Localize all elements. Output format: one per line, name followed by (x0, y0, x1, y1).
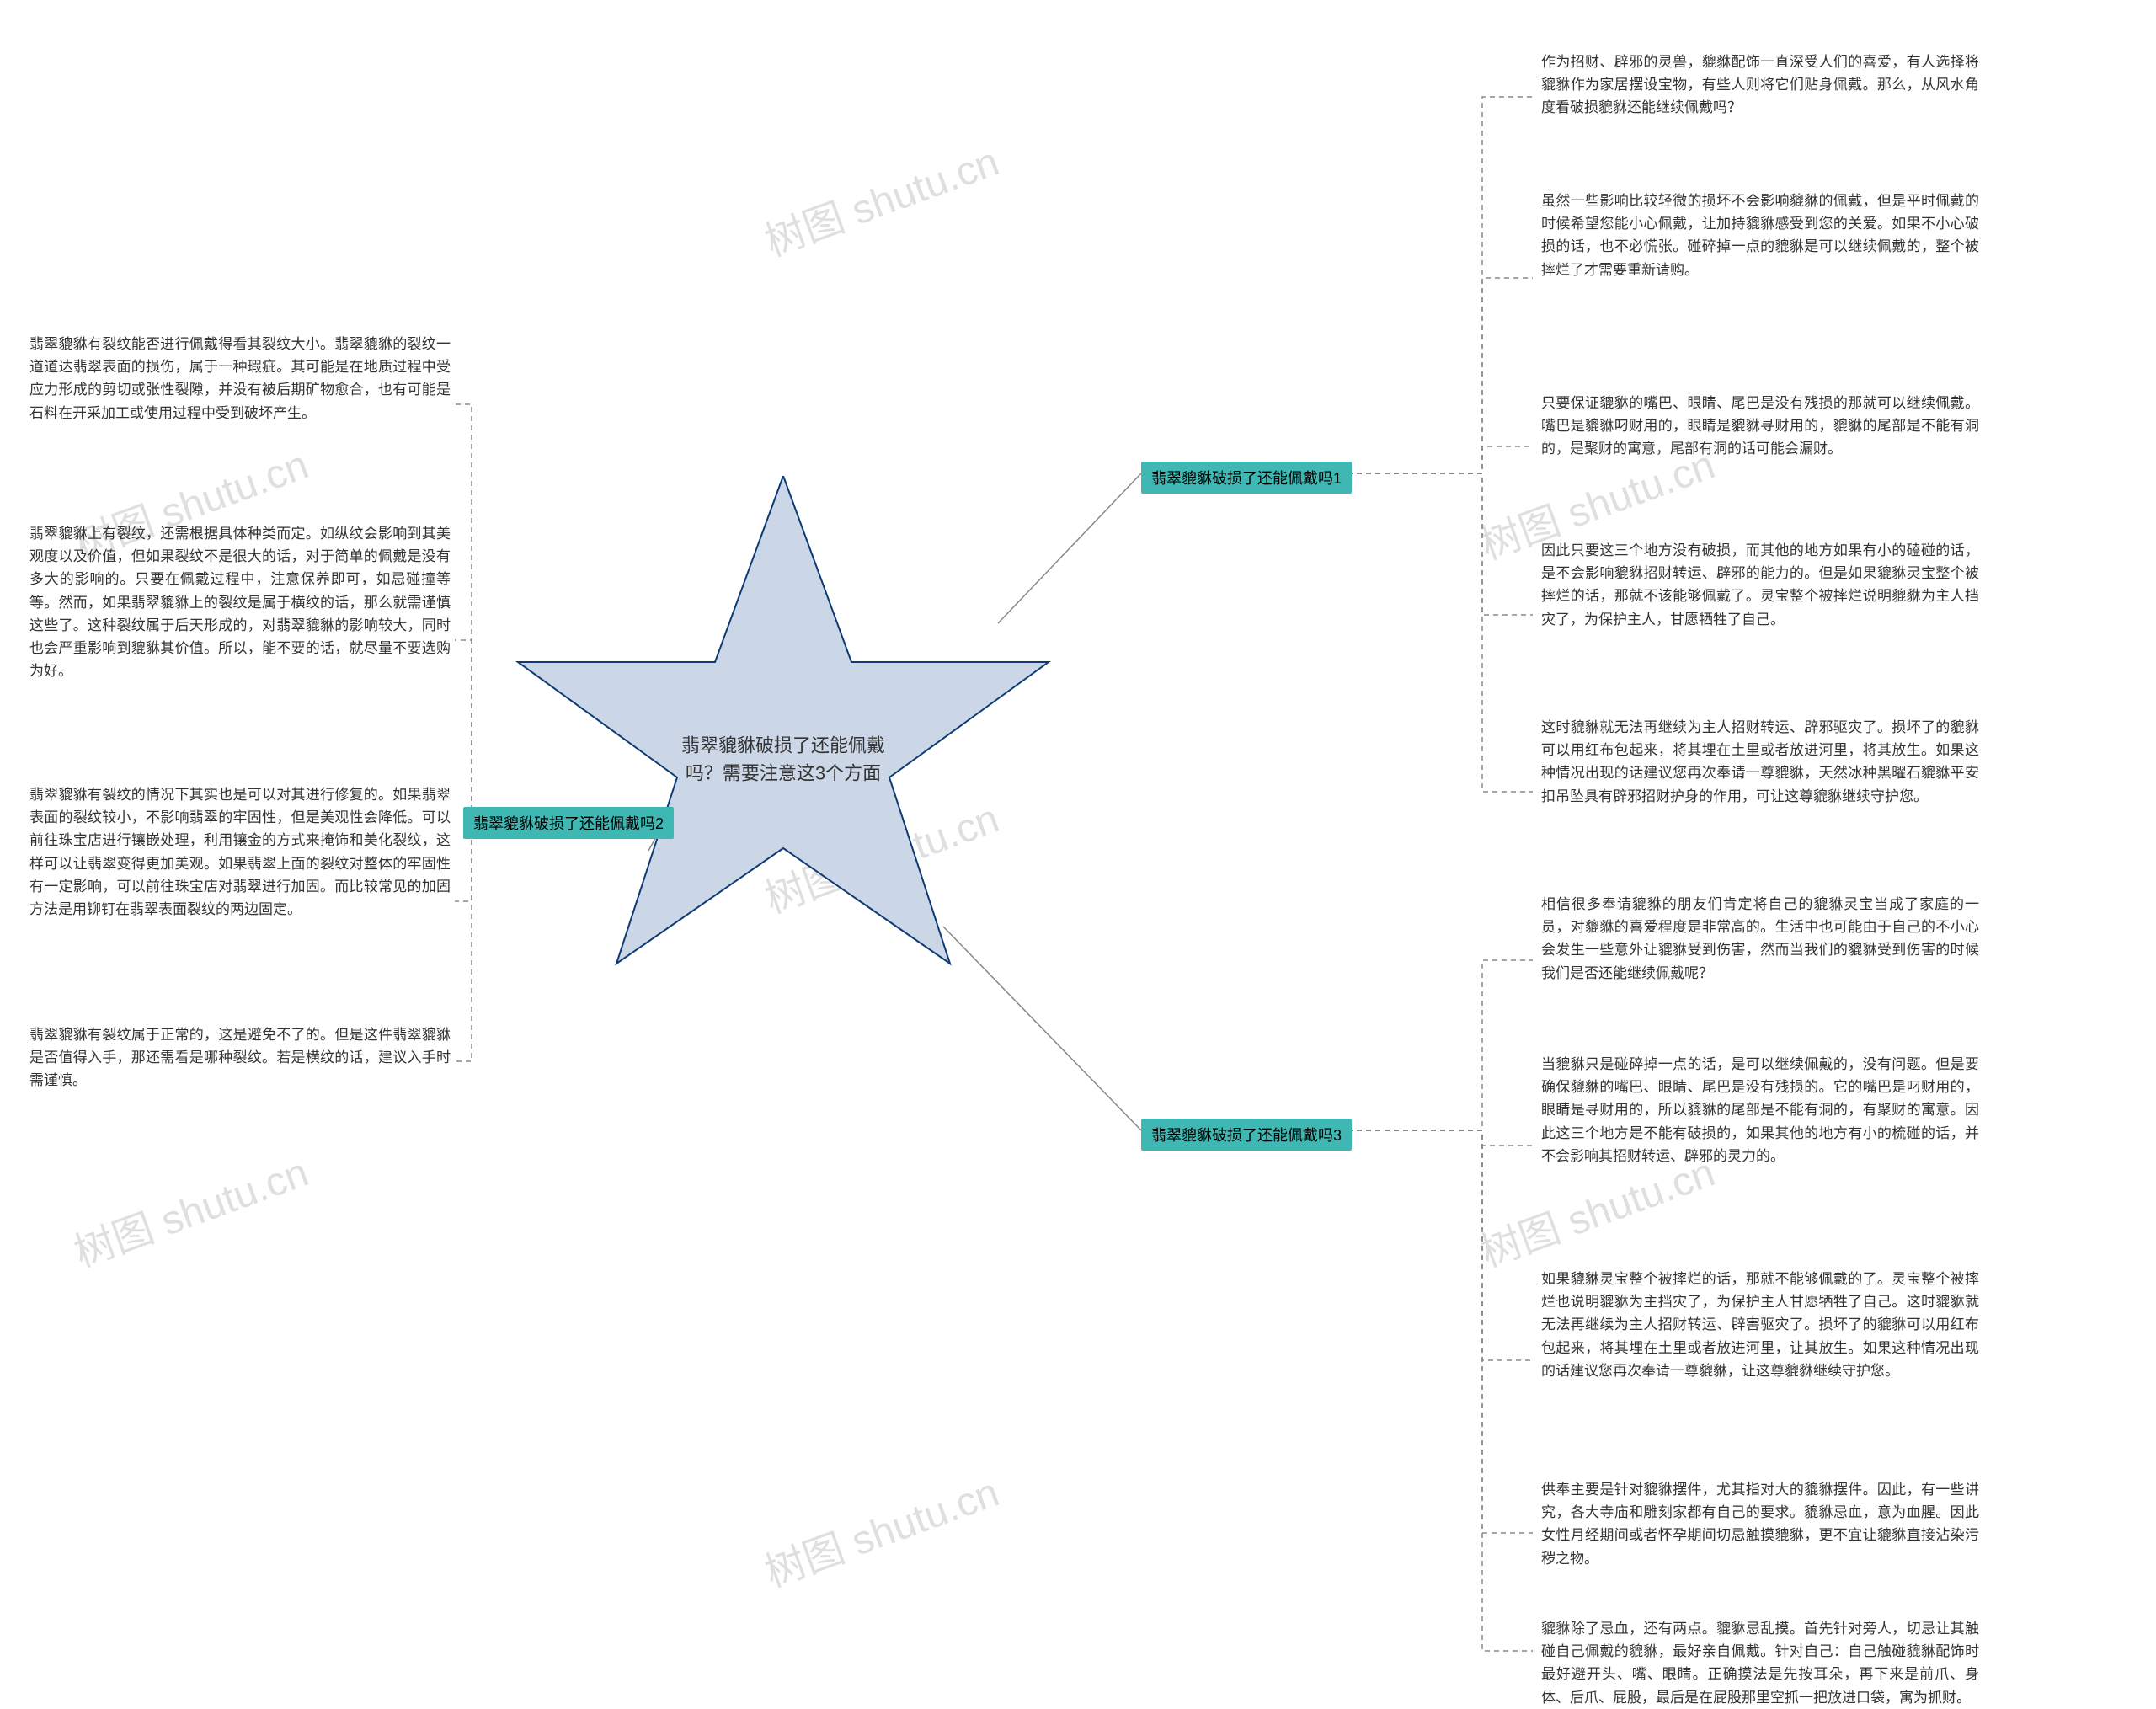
note-r8: 如果貔貅灵宝整个被摔烂的话，那就不能够佩戴的了。灵宝整个被摔烂也说明貔貅为主挡灾… (1541, 1268, 1979, 1382)
branch-1[interactable]: 翡翠貔貅破损了还能佩戴吗1 (1141, 462, 1352, 494)
note-l4: 翡翠貔貅有裂纹属于正常的，这是避免不了的。但是这件翡翠貔貅是否值得入手，那还需看… (29, 1023, 451, 1092)
note-l3: 翡翠貔貅有裂纹的情况下其实也是可以对其进行修复的。如果翡翠表面的裂纹较小，不影响… (29, 783, 451, 921)
center-star: 翡翠貔貅破损了还能佩戴 吗？需要注意这3个方面 (505, 476, 1061, 1032)
center-title-line1: 翡翠貔貅破损了还能佩戴 (681, 735, 885, 756)
note-r5: 这时貔貅就无法再继续为主人招财转运、辟邪驱灾了。损坏了的貔貅可以用红布包起来，将… (1541, 716, 1979, 808)
star-shape (518, 476, 1049, 964)
note-r1: 作为招财、辟邪的灵兽，貔貅配饰一直深受人们的喜爱，有人选择将貔貅作为家居摆设宝物… (1541, 51, 1979, 120)
watermark: 树图 shutu.cn (65, 1139, 315, 1278)
note-l1: 翡翠貔貅有裂纹能否进行佩戴得看其裂纹大小。翡翠貔貅的裂纹一道道达翡翠表面的损伤，… (29, 333, 451, 425)
center-title: 翡翠貔貅破损了还能佩戴 吗？需要注意这3个方面 (665, 732, 901, 788)
note-r7: 当貔貅只是碰碎掉一点的话，是可以继续佩戴的，没有问题。但是要确保貔貅的嘴巴、眼睛… (1541, 1053, 1979, 1167)
note-l2: 翡翠貔貅上有裂纹，还需根据具体种类而定。如纵纹会影响到其美观度以及价值，但如果裂… (29, 522, 451, 682)
branch-3[interactable]: 翡翠貔貅破损了还能佩戴吗3 (1141, 1119, 1352, 1151)
branch-2[interactable]: 翡翠貔貅破损了还能佩戴吗2 (463, 807, 674, 839)
watermark: 树图 shutu.cn (755, 128, 1006, 267)
note-r10: 貔貅除了忌血，还有两点。貔貅忌乱摸。首先针对旁人，切忌让其触碰自己佩戴的貔貅，最… (1541, 1617, 1979, 1709)
note-r3: 只要保证貔貅的嘴巴、眼睛、尾巴是没有残损的那就可以继续佩戴。嘴巴是貔貅叼财用的，… (1541, 392, 1979, 461)
note-r9: 供奉主要是针对貔貅摆件，尤其指对大的貔貅摆件。因此，有一些讲究，各大寺庙和雕刻家… (1541, 1478, 1979, 1570)
center-title-line2: 吗？需要注意这3个方面 (686, 763, 881, 784)
watermark: 树图 shutu.cn (755, 1459, 1006, 1598)
note-r6: 相信很多奉请貔貅的朋友们肯定将自己的貔貅灵宝当成了家庭的一员，对貔貅的喜爱程度是… (1541, 893, 1979, 985)
note-r4: 因此只要这三个地方没有破损，而其他的地方如果有小的磕碰的话，是不会影响貔貅招财转… (1541, 539, 1979, 631)
note-r2: 虽然一些影响比较轻微的损坏不会影响貔貅的佩戴，但是平时佩戴的时候希望您能小心佩戴… (1541, 190, 1979, 281)
